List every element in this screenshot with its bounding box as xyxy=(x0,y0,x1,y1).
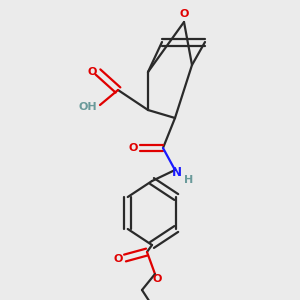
Text: O: O xyxy=(113,254,123,264)
Text: O: O xyxy=(152,274,162,284)
Text: N: N xyxy=(172,166,182,178)
Text: OH: OH xyxy=(79,102,97,112)
Text: O: O xyxy=(179,9,189,19)
Text: O: O xyxy=(128,143,138,153)
Text: O: O xyxy=(87,67,97,77)
Text: H: H xyxy=(184,175,194,185)
